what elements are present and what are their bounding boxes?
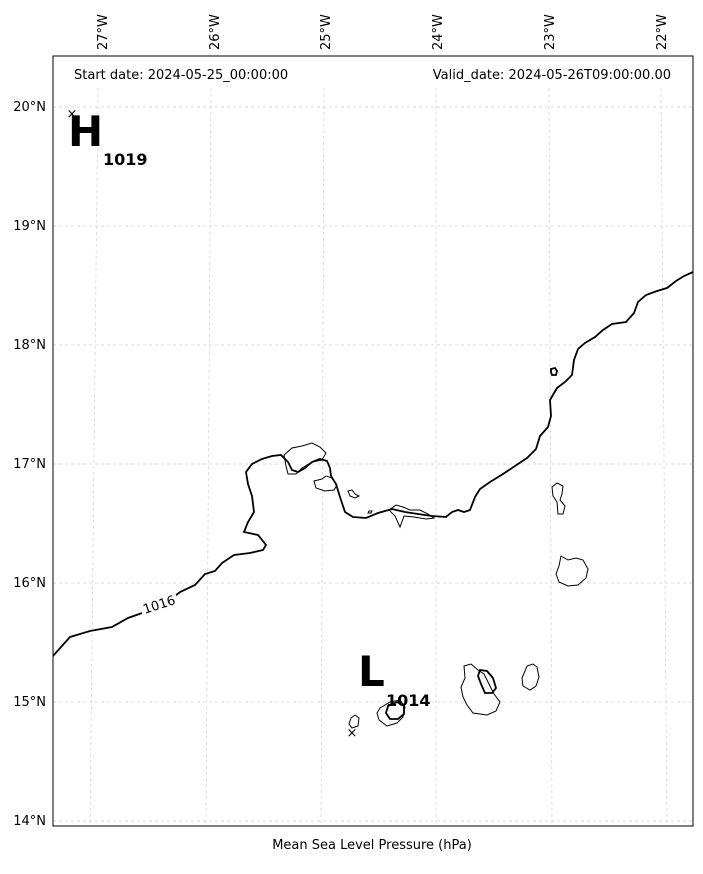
low-value: 1014 (386, 691, 431, 710)
x-axis-label: Mean Sea Level Pressure (hPa) (272, 838, 472, 853)
lat-tick-16n: 16°N (13, 576, 46, 591)
isobar-label-1016: 1016 (141, 593, 177, 617)
lat-tick-17n: 17°N (13, 457, 46, 472)
island-boa-vista (555, 555, 589, 587)
gridlines (53, 87, 693, 827)
meridian-23w (548, 87, 553, 827)
longitude-ticks: 27°W 26°W 25°W 24°W 23°W 22°W (96, 14, 670, 50)
isobar-loop-north (550, 366, 558, 376)
low-center-marker-icon: × (347, 726, 358, 741)
low-pressure-center: × L 1014 (347, 647, 431, 741)
meridian-27w (89, 87, 99, 827)
start-date: Start date: 2024-05-25_00:00:00 (74, 68, 288, 83)
lat-tick-15n: 15°N (13, 695, 46, 710)
lon-tick-22w: 22°W (655, 14, 670, 50)
island-sao-vicente (313, 475, 338, 492)
meridian-26w (205, 87, 212, 827)
island-sal (551, 482, 566, 515)
lon-tick-23w: 23°W (543, 14, 558, 50)
lat-tick-18n: 18°N (13, 338, 46, 353)
lon-tick-27w: 27°W (96, 14, 111, 50)
island-maio (521, 663, 540, 691)
isobar-loop-santiago (477, 669, 497, 694)
lat-tick-14n: 14°N (13, 814, 46, 829)
island-brava (348, 714, 360, 729)
high-letter: H (68, 107, 103, 156)
isobar-1016 (52, 271, 694, 657)
lat-tick-19n: 19°N (13, 219, 46, 234)
low-letter: L (358, 647, 385, 696)
map-frame (52, 55, 694, 827)
lon-tick-24w: 24°W (431, 14, 446, 50)
valid-date: Valid_date: 2024-05-26T09:00:00.00 (433, 68, 671, 83)
high-pressure-center: × H 1019 (67, 107, 148, 169)
lon-tick-26w: 26°W (208, 14, 223, 50)
high-center-marker-icon: × (67, 107, 78, 122)
isobar-label-bg (138, 590, 180, 618)
latitude-ticks: 20°N 19°N 18°N 17°N 16°N 15°N 14°N (13, 100, 46, 829)
high-value: 1019 (103, 150, 148, 169)
meridian-22w (660, 87, 668, 827)
lon-tick-25w: 25°W (319, 14, 334, 50)
isobar-loop-fogo (385, 700, 405, 720)
island-branco (367, 510, 373, 514)
island-santa-luzia (347, 489, 361, 499)
isobars (52, 271, 694, 720)
lat-tick-20n: 20°N (13, 100, 46, 115)
